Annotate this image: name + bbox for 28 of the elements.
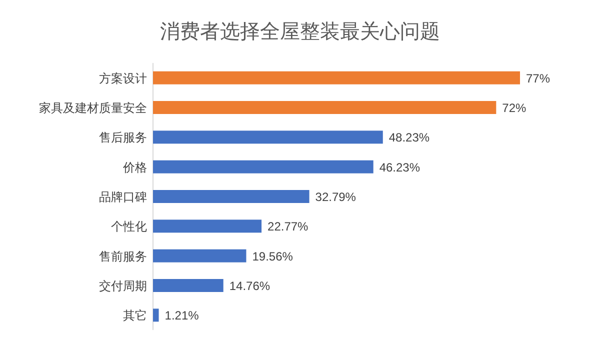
bar [153, 130, 383, 144]
data-label: 19.56% [252, 249, 294, 264]
y-tick-label: 家具及建材质量安全 [39, 101, 147, 115]
data-label: 14.76% [229, 279, 270, 293]
bar [153, 249, 246, 262]
chart-title: 消费者选择全屋整装最关心问题 [160, 21, 440, 43]
bar [153, 279, 224, 292]
y-tick-label: 交付周期 [99, 279, 147, 293]
data-label: 48.23% [388, 130, 430, 145]
bar [153, 160, 374, 174]
data-label: 72% [502, 101, 527, 115]
bar [153, 71, 520, 84]
bar [153, 101, 496, 114]
y-tick-label: 售后服务 [99, 130, 147, 145]
y-tick-label: 品牌口碑 [99, 190, 147, 204]
bar [153, 220, 262, 233]
data-label: 46.23% [379, 160, 420, 174]
y-tick-label: 价格 [122, 160, 147, 174]
y-tick-label: 方案设计 [99, 71, 147, 86]
y-tick-label: 售前服务 [99, 249, 147, 264]
data-label: 1.21% [164, 308, 200, 323]
y-tick-label: 个性化 [111, 220, 147, 234]
data-label: 32.79% [315, 190, 356, 204]
bar [153, 308, 159, 322]
data-label: 22.77% [268, 220, 309, 234]
y-tick-label: 其它 [123, 308, 147, 323]
bar [153, 190, 310, 203]
data-label: 77% [526, 71, 550, 86]
